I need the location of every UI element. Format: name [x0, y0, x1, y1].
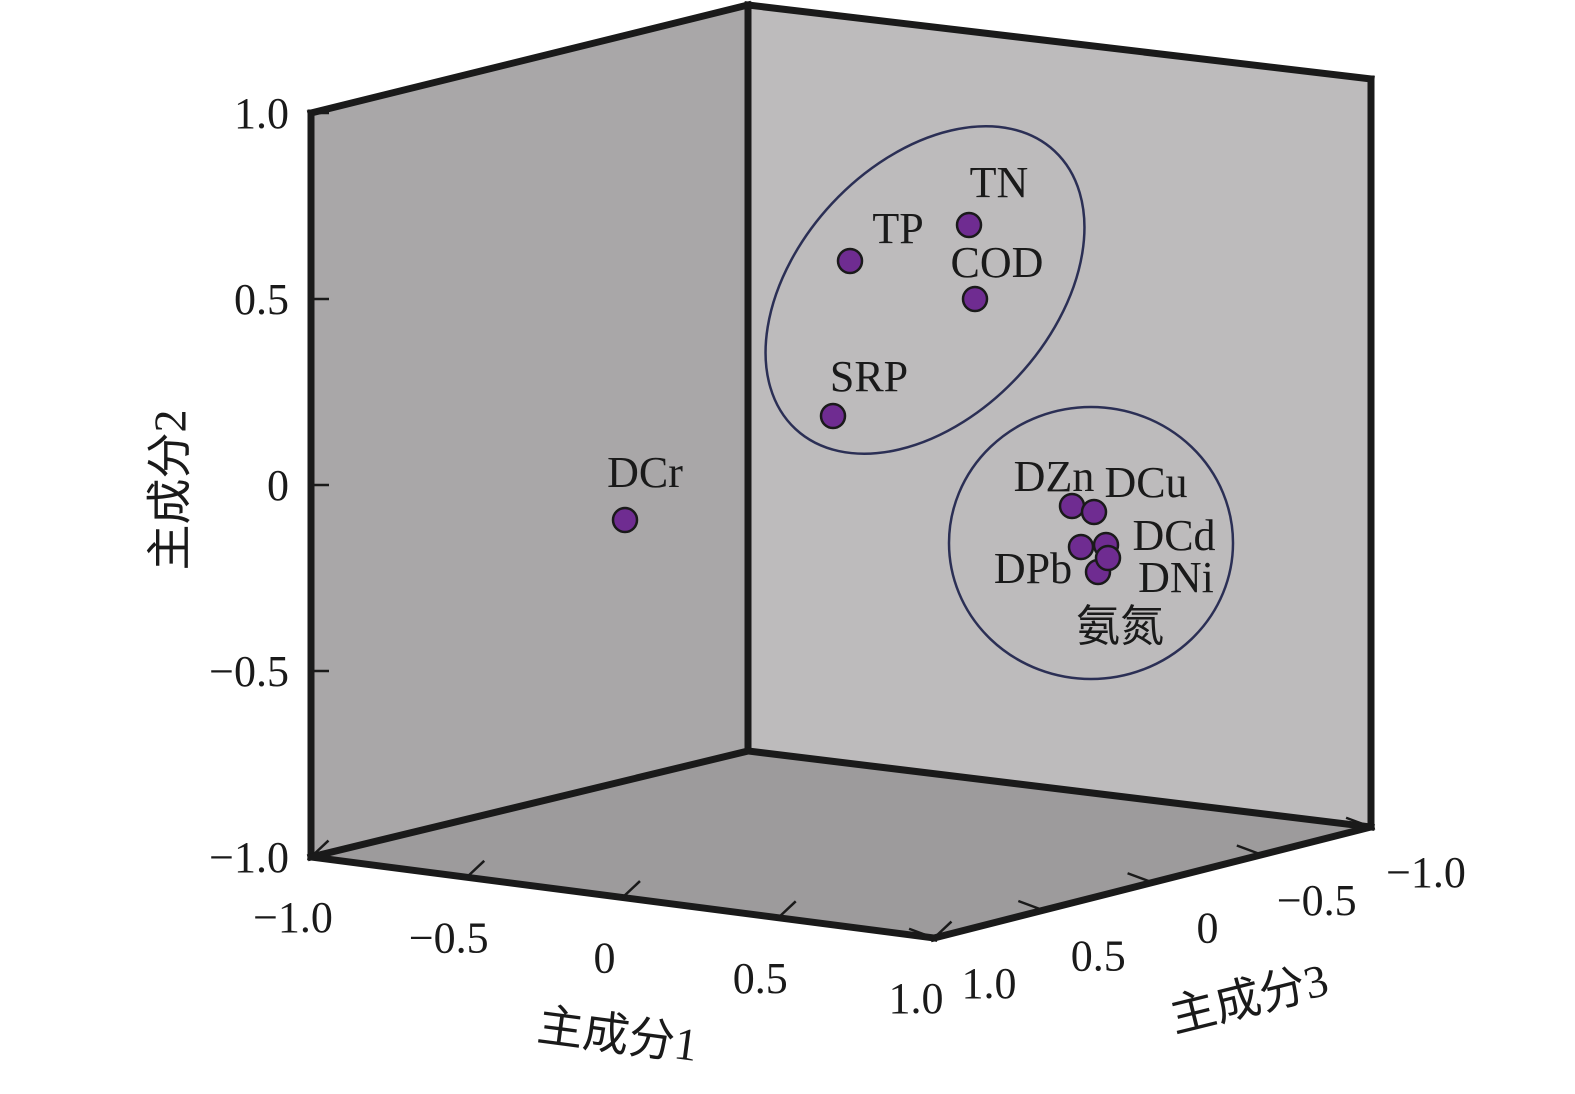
cluster-ellipse-nutrients [764, 125, 1086, 455]
back-wall [748, 5, 1371, 827]
data-point-TP [836, 247, 864, 275]
z-tick [1017, 899, 1044, 912]
edge-floor-back [744, 747, 1375, 831]
cluster-ellipses [764, 125, 1235, 681]
z-tick [1345, 816, 1372, 829]
cluster-ellipse-metals [947, 405, 1235, 681]
z-tick-label: 0 [1197, 904, 1219, 953]
x-tick [777, 900, 797, 919]
y-tick-label: 0 [267, 461, 289, 510]
x-tick-label: 0 [594, 934, 616, 983]
data-point-DPb [1067, 533, 1095, 561]
point-label-DPb: DPb [994, 544, 1072, 593]
x-tick-label: 0.5 [733, 954, 788, 1003]
edge-top-left [306, 0, 753, 118]
point-label-DCr: DCr [607, 448, 683, 497]
axis-title-z: 主成分3 [1165, 954, 1334, 1042]
x-tick [310, 839, 330, 858]
point-label-DCu: DCu [1104, 458, 1187, 507]
x-tick-label: −0.5 [409, 913, 489, 962]
axis-title-x: 主成分1 [535, 999, 701, 1071]
data-point-DCu [1080, 498, 1108, 526]
data-point-COD [961, 285, 989, 313]
axis-tick-labels: 1.0 0.5 0 −0.5 −1.0 −1.0 −0.5 0 0.5 1.0 1.0 0.5 0 −0.… [209, 89, 1466, 1023]
data-point-氨氮 [1094, 544, 1122, 572]
point-label-DNi: DNi [1138, 553, 1214, 602]
x-tick-label: −1.0 [253, 893, 333, 942]
point-label-TN: TN [970, 158, 1029, 207]
x-tick [621, 880, 641, 899]
edge-top-back [744, 1, 1375, 83]
data-point-DCr [611, 506, 639, 534]
point-label-DZn: DZn [1014, 452, 1095, 501]
edge-floor-left [306, 746, 753, 862]
x-tick [933, 920, 953, 939]
axis-ticks [310, 111, 1372, 940]
z-tick [908, 927, 935, 940]
left-wall [311, 5, 748, 857]
z-tick [1127, 872, 1153, 884]
point-label-TP: TP [872, 204, 923, 253]
data-point-TN [955, 211, 983, 239]
x-tick [465, 859, 486, 879]
y-tick-label: 1.0 [234, 89, 289, 138]
point-label-DCd: DCd [1132, 511, 1215, 560]
z-tick-label: −0.5 [1277, 876, 1357, 925]
y-tick-label: −1.0 [209, 833, 289, 882]
y-tick-label: 0.5 [234, 275, 289, 324]
data-point-SRP [819, 402, 847, 430]
x-tick-label: 1.0 [889, 974, 944, 1023]
z-tick-label: −1.0 [1386, 848, 1466, 897]
axis-title-y: 主成分2 [145, 410, 196, 571]
z-tick-label: 0.5 [1071, 931, 1126, 980]
data-points [611, 211, 1122, 586]
y-tick-label: −0.5 [209, 647, 289, 696]
z-tick [1236, 844, 1263, 856]
point-label-SRP: SRP [830, 352, 908, 401]
z-tick-label: 1.0 [962, 959, 1017, 1008]
point-label-COD: COD [951, 238, 1044, 287]
point-label-氨氮: 氨氮 [1076, 602, 1164, 651]
